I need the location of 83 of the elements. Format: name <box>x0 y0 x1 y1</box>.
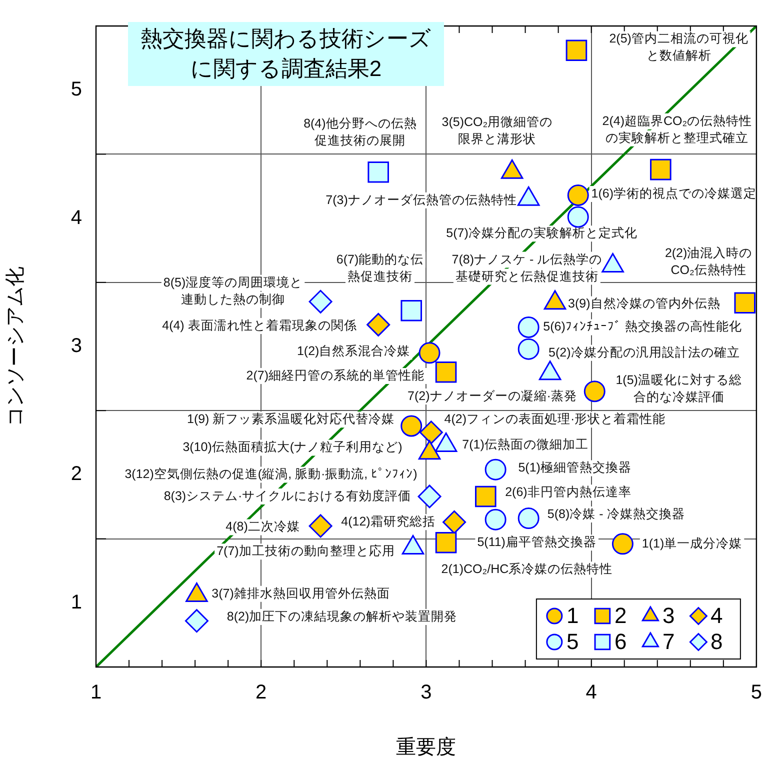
annotation: 5(6)ﾌｨﾝﾁｭｰﾌﾞ 熱交換器の高性能化 <box>543 318 742 334</box>
annotation: 8(4)他分野への伝熱促進技術の展開 <box>304 116 417 148</box>
point <box>442 510 466 534</box>
x-axis-title: 重要度 <box>396 736 456 759</box>
legend-label: 8 <box>710 629 723 654</box>
annotation: 6(7)能動的な伝熱促進技術 <box>336 252 424 284</box>
point <box>368 162 389 183</box>
point <box>518 338 540 360</box>
annotation: 4(8)二次冷媒 <box>226 520 300 534</box>
point <box>366 312 390 336</box>
x-tick-label: 2 <box>256 682 267 704</box>
point <box>612 533 634 555</box>
point <box>567 184 589 206</box>
annotation: 3(5)CO₂用微細管の限界と溝形状 <box>442 115 553 146</box>
annotation: 2(4)超臨界CO₂の伝熱特性の実験解析と整理式確立 <box>602 114 752 145</box>
y-tick-label: 1 <box>70 591 82 614</box>
annotation: 5(8)冷媒 - 冷媒熱交換器 <box>547 506 685 521</box>
legend-label: 4 <box>710 603 723 628</box>
annotation: 3(7)雑排水熱回収用管外伝熱面 <box>212 586 390 600</box>
annotation: 2(1)CO₂/HC系冷媒の伝熱特性 <box>441 562 613 576</box>
point <box>584 380 606 402</box>
annotation: 4(4) 表面濡れ性と着霜現象の関係 <box>162 317 357 332</box>
point <box>308 290 332 314</box>
text: 熱交換器に関わる技術シーズに関する調査結果2 <box>128 22 444 86</box>
x-tick-label: 5 <box>750 682 762 704</box>
annotation: 5(11)扁平管熱交換器 <box>477 534 596 550</box>
annotation: 2(2)油混入時のCO₂伝熱特性 <box>664 246 752 277</box>
point <box>518 508 540 530</box>
legend-label: 7 <box>662 629 675 654</box>
point <box>566 40 588 62</box>
annotation: 7(3)ナノオーダ伝熱管の伝熱特性 <box>326 192 517 207</box>
annotation: 1(6)学術的視点での冷媒選定 <box>591 186 756 200</box>
annotation: 3(9)自然冷媒の管内外伝熱 <box>568 296 720 311</box>
annotation: 1(5)温暖化に対する総合的な冷媒評価 <box>616 372 742 404</box>
legend-label: 5 <box>566 629 579 654</box>
point <box>435 361 457 383</box>
annotation: 1(2)自然系混合冷媒 <box>296 344 410 358</box>
x-tick-label: 1 <box>90 682 102 704</box>
annotation: 5(2)冷媒分配の汎用設計法の確立 <box>548 344 740 360</box>
point <box>518 316 540 338</box>
point <box>418 484 442 508</box>
point <box>400 300 422 322</box>
point <box>419 420 443 444</box>
annotation: 2(6)非円管内熱伝達率 <box>505 484 632 500</box>
annotation: 4(2)フィンの表面処理·形状と着霜性能 <box>444 411 666 426</box>
annotation: 8(2)加圧下の凍結現象の解析や装置開発 <box>226 609 458 624</box>
point <box>308 514 332 538</box>
annotation: 8(3)システム·サイクルにおける有効度評価 <box>164 488 412 503</box>
legend-label: 1 <box>566 603 579 628</box>
annotation: 4(12)霜研究総括 <box>341 514 436 529</box>
annotation: 7(7)加工技術の動向整理と応用 <box>216 543 395 558</box>
annotation: 3(12)空気側伝熱の促進(縦渦, 脈動·振動流, ﾋﾟﾝﾌｨﾝ) <box>124 466 418 482</box>
annotation: 1(9) 新フッ素系温暖化対応代替冷媒 <box>186 411 395 426</box>
annotation: 5(1)極細管熱交換器 <box>518 460 632 475</box>
y-tick-label: 3 <box>70 335 82 358</box>
x-tick-label: 4 <box>586 682 597 704</box>
point <box>650 158 672 180</box>
annotation: 3(10)伝熱面積拡大(ナノ粒子利用など) <box>182 440 402 454</box>
y-tick-label: 5 <box>70 78 82 101</box>
annotation: 7(8)ナノスケ - ル伝熱学の基礎研究と伝熱促進技術 <box>452 252 602 284</box>
point <box>484 508 506 530</box>
annotation: 2(7)細経円管の系統的単管性能 <box>246 368 425 382</box>
annotation: 7(1)伝熱面の微細加工 <box>462 438 588 452</box>
point <box>400 415 422 437</box>
point <box>184 609 208 633</box>
annotation: 7(2)ナノオーダーの凝縮·蒸発 <box>408 388 577 403</box>
legend-label: 3 <box>662 603 675 628</box>
point <box>475 486 496 508</box>
annotation: 1(1)単一成分冷媒 <box>642 536 742 550</box>
point <box>418 342 440 364</box>
point <box>484 458 506 480</box>
annotation: 8(5)湿度等の周囲環境と連動した熱の制御 <box>163 274 303 306</box>
point <box>567 206 589 228</box>
point <box>435 532 457 554</box>
annotation: 2(5)管内二相流の可視化と数値解析 <box>609 30 748 63</box>
y-axis-title: コンソーシアム化 <box>4 266 27 426</box>
y-tick-label: 4 <box>70 206 82 229</box>
y-tick-label: 2 <box>70 463 82 486</box>
annotation: 5(7)冷媒分配の実験解析と定式化 <box>446 225 638 240</box>
legend-label: 2 <box>614 603 627 628</box>
legend-label: 6 <box>614 629 627 654</box>
x-tick-label: 3 <box>420 682 432 704</box>
point <box>734 292 756 314</box>
